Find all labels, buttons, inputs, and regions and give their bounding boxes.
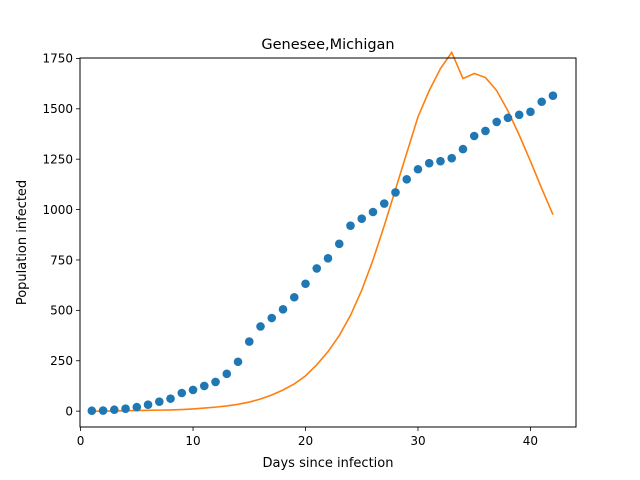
x-tick-label: 20 bbox=[298, 434, 313, 448]
y-axis: 0 250 500 750 1000 1250 1500 1750 bbox=[42, 52, 80, 418]
data-point bbox=[110, 405, 119, 415]
data-point bbox=[391, 188, 400, 197]
data-point bbox=[211, 377, 220, 387]
series-line bbox=[91, 50, 554, 412]
x-tick-label: 10 bbox=[185, 434, 200, 448]
data-point bbox=[334, 239, 344, 249]
y-tick-label: 0 bbox=[65, 404, 73, 418]
data-point bbox=[87, 406, 97, 416]
data-point bbox=[222, 369, 232, 379]
data-point bbox=[278, 305, 288, 314]
data-point bbox=[357, 214, 367, 223]
y-tick-label: 1000 bbox=[42, 203, 73, 217]
data-point bbox=[447, 153, 457, 163]
data-point bbox=[424, 158, 434, 168]
x-tick-label: 40 bbox=[523, 434, 538, 448]
data-point bbox=[166, 394, 175, 403]
plot-marks bbox=[87, 50, 558, 416]
x-tick-label: 0 bbox=[77, 434, 85, 448]
data-point bbox=[458, 144, 468, 154]
data-point bbox=[469, 131, 479, 141]
y-tick-label: 500 bbox=[50, 304, 73, 318]
data-point bbox=[514, 110, 524, 120]
data-point bbox=[132, 402, 142, 412]
x-axis-label: Days since infection bbox=[263, 456, 394, 471]
data-point bbox=[503, 113, 513, 123]
y-axis-label: Population infected bbox=[15, 180, 30, 305]
y-tick-label: 250 bbox=[50, 354, 73, 368]
data-point bbox=[98, 406, 108, 415]
data-point bbox=[154, 397, 164, 406]
data-point bbox=[301, 279, 310, 289]
data-point bbox=[256, 322, 265, 331]
chart-title: Genesee,Michigan bbox=[261, 37, 394, 53]
data-point bbox=[244, 337, 254, 346]
data-point bbox=[199, 381, 209, 391]
data-point bbox=[481, 126, 490, 136]
data-point bbox=[323, 254, 333, 263]
y-tick-label: 750 bbox=[50, 253, 73, 267]
data-point bbox=[402, 175, 412, 184]
data-point bbox=[368, 207, 378, 217]
data-point bbox=[436, 156, 445, 166]
data-point bbox=[188, 385, 198, 395]
plot-frame bbox=[79, 57, 577, 428]
y-tick-label: 1250 bbox=[42, 152, 73, 166]
x-tick-label: 30 bbox=[410, 434, 425, 448]
data-point bbox=[143, 400, 153, 409]
data-point bbox=[346, 221, 355, 230]
data-point bbox=[379, 199, 389, 208]
data-point bbox=[233, 357, 243, 367]
data-point bbox=[289, 292, 299, 302]
data-point bbox=[548, 91, 558, 100]
data-point bbox=[177, 388, 187, 398]
data-point bbox=[526, 107, 535, 117]
data-point bbox=[492, 117, 502, 127]
y-tick-label: 1750 bbox=[42, 52, 73, 66]
data-point bbox=[267, 313, 277, 323]
y-tick-label: 1500 bbox=[42, 102, 73, 116]
data-point bbox=[537, 97, 546, 107]
data-point bbox=[121, 404, 130, 414]
data-point bbox=[312, 264, 322, 273]
data-point bbox=[413, 164, 423, 174]
x-axis: 0 10 20 30 40 bbox=[77, 427, 538, 448]
